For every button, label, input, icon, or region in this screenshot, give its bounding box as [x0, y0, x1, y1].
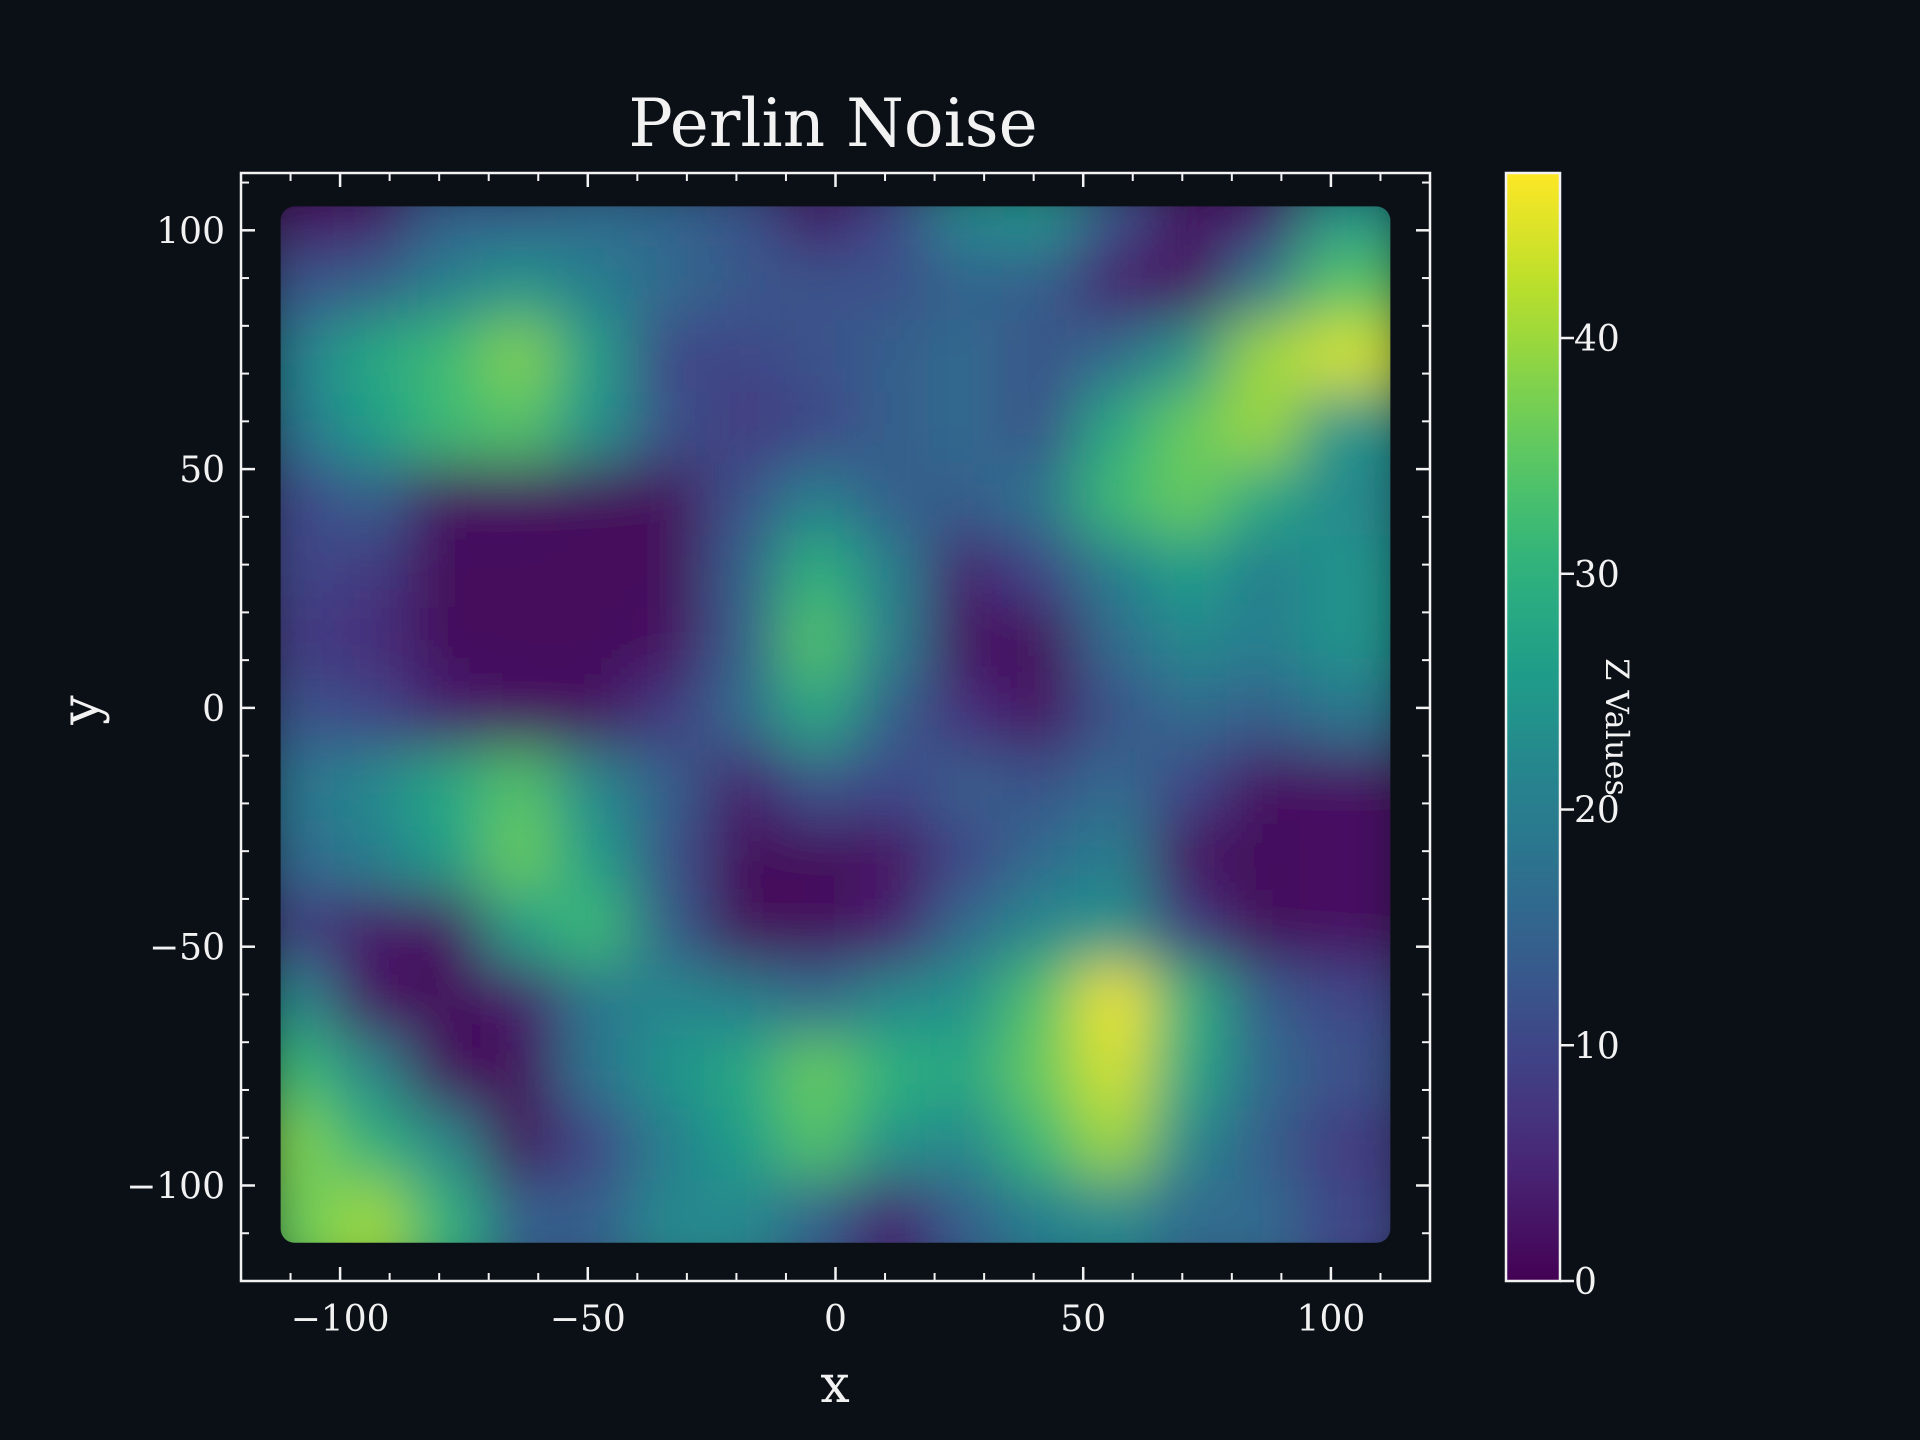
- x-axis-label: x: [820, 1355, 849, 1415]
- x-axis: −100 −50 0 50 100: [240, 173, 1431, 1340]
- y-tick-label: 100: [156, 211, 225, 252]
- colorbar-tick-label: 30: [1574, 555, 1620, 596]
- colorbar-tick-label: 40: [1574, 319, 1620, 360]
- x-tick-label: 50: [1060, 1299, 1106, 1340]
- colorbar-tick-label: 0: [1574, 1262, 1597, 1303]
- colorbar-gradient: [1504, 171, 1562, 1283]
- heatmap-area: [280, 206, 1391, 1243]
- x-tick-label: 100: [1297, 1299, 1366, 1340]
- y-tick-label: −50: [149, 928, 225, 969]
- x-tick-label: −100: [291, 1299, 390, 1340]
- y-tick-label: 50: [179, 450, 225, 491]
- y-tick-label: −100: [126, 1166, 225, 1207]
- y-axis-label: y: [51, 695, 111, 726]
- colorbar: 0 10 20 30 40 Z Values: [1504, 171, 1636, 1303]
- y-axis: 100 50 0 −50 −100: [126, 181, 1430, 1235]
- colorbar-tick-label: 10: [1574, 1026, 1620, 1067]
- heatmap-cell: [1299, 1179, 1391, 1243]
- colorbar-label: Z Values: [1598, 658, 1636, 796]
- chart-title: Perlin Noise: [628, 85, 1037, 162]
- y-tick-label: 0: [202, 689, 225, 730]
- x-tick-label: −50: [550, 1299, 626, 1340]
- x-tick-label: 0: [824, 1299, 847, 1340]
- colorbar-tick-label: 20: [1574, 791, 1620, 832]
